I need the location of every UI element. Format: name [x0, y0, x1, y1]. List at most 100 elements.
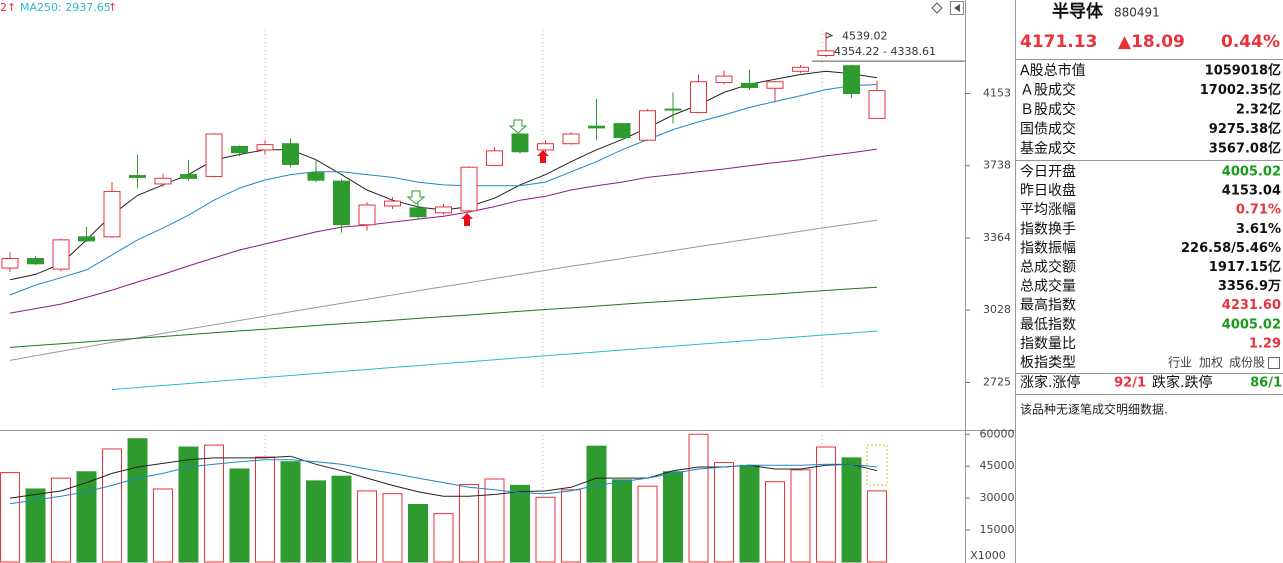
ma-line [9, 286, 878, 348]
board-option[interactable]: 行业 [1168, 356, 1192, 370]
volume-bar [0, 472, 20, 563]
volume-bar [663, 471, 683, 563]
candle-body [588, 125, 605, 129]
unit-box [966, 549, 1011, 563]
volume-bar [127, 438, 148, 563]
candle-body [129, 175, 146, 178]
row-value: 9275.38亿 [1209, 121, 1281, 137]
volume-bar [510, 484, 530, 563]
ma-line [9, 84, 878, 296]
candle-body [715, 75, 733, 84]
row-value: 1059018亿 [1205, 63, 1281, 79]
volume-bar [306, 480, 326, 563]
y-tick-label: 60000 [980, 427, 1015, 440]
candle-body [562, 133, 580, 145]
board-option[interactable]: 成份股 [1229, 356, 1265, 370]
volume-bar [357, 490, 377, 563]
volume-bar [102, 448, 122, 563]
volume-bar [765, 481, 785, 563]
volume-bar [280, 461, 301, 563]
volume-bar [714, 462, 734, 563]
row-value: 17002.35亿 [1200, 82, 1281, 98]
y-tick-label: 3364 [983, 231, 1011, 244]
ma-line [9, 219, 878, 361]
candle-body [256, 144, 274, 151]
candle-body [205, 133, 223, 177]
ma-line [9, 148, 878, 314]
volume-bar [408, 504, 428, 563]
header-arrow: ↑ [108, 1, 117, 14]
candle-body [52, 239, 70, 270]
candle-body [690, 81, 707, 113]
candle-body [282, 143, 299, 165]
row-value: 3.61% [1236, 222, 1281, 237]
candle-body [78, 236, 95, 242]
candle-body [792, 66, 809, 72]
row-label: 指数换手 [1020, 220, 1076, 237]
header-ma250: MA250: 2937.65 [20, 1, 111, 14]
buy-signal [461, 213, 473, 226]
rise-label: 涨家.涨停 [1020, 374, 1080, 391]
row-label: 最低指数 [1020, 317, 1076, 333]
board-label: 板指类型 [1020, 355, 1076, 371]
y-tick-label: 30000 [980, 491, 1015, 504]
row-value: 1.29 [1249, 336, 1281, 351]
ma-line [111, 330, 878, 391]
y-tick-label: 4153 [983, 87, 1011, 100]
volume-bar [51, 477, 71, 563]
volume-bar [25, 488, 46, 563]
row-label: 昨日收盘 [1020, 182, 1076, 199]
volume-bar [229, 468, 250, 563]
row-label: A股总市值 [1020, 62, 1086, 79]
volume-bar [459, 484, 479, 563]
board-icon[interactable] [1268, 357, 1280, 369]
row-label: 平均涨幅 [1020, 202, 1076, 218]
candle-body [460, 166, 478, 212]
index-name: 半导体 [1052, 1, 1104, 22]
candle-body [486, 150, 503, 166]
row-value: 226.58/5.46% [1181, 241, 1281, 256]
volume-bar [561, 489, 581, 563]
header-ma: 2↑ [0, 1, 16, 14]
volume-bar [484, 478, 505, 563]
volume-bar [637, 485, 658, 563]
y-tick-label: 45000 [980, 459, 1015, 472]
fall-count: 86/1 [1250, 376, 1282, 391]
candle-body [868, 90, 886, 119]
diamond-button[interactable] [931, 2, 943, 14]
row-label: Ｂ股成交 [1020, 101, 1076, 118]
volume-bar [382, 493, 403, 563]
candle-body [409, 207, 427, 218]
candle-body [741, 82, 758, 88]
row-value: 2.32亿 [1236, 102, 1281, 118]
row-value: 0.71% [1236, 203, 1281, 218]
volume-bar [790, 469, 811, 563]
candle-body [435, 206, 452, 214]
candle-body [817, 50, 835, 56]
candle-body [1, 258, 19, 269]
board-option[interactable]: 加权 [1199, 356, 1223, 370]
volume-bar [688, 433, 709, 563]
rise-count: 92/1 [1114, 376, 1146, 391]
candle-body [511, 133, 529, 153]
collapse-icon [954, 4, 960, 12]
row-value: 3356.9万 [1218, 279, 1281, 294]
candle-body [154, 177, 172, 185]
row-label: 国债成交 [1020, 121, 1076, 138]
volume-bar [739, 464, 760, 563]
high-flag [825, 32, 834, 39]
row-label: 今日开盘 [1020, 163, 1076, 180]
row-value: 4231.60 [1222, 298, 1281, 313]
y-tick-label: 3738 [983, 159, 1011, 172]
index-code: 880491 [1114, 6, 1160, 20]
candle-body [613, 123, 631, 139]
volume-bar [153, 488, 173, 563]
row-value: 4005.02 [1222, 317, 1281, 332]
candle-body [333, 180, 350, 226]
row-label: 总成交量 [1020, 278, 1076, 295]
candle-body [766, 81, 784, 89]
volume-bar [178, 446, 199, 563]
volume-bar [841, 457, 862, 563]
